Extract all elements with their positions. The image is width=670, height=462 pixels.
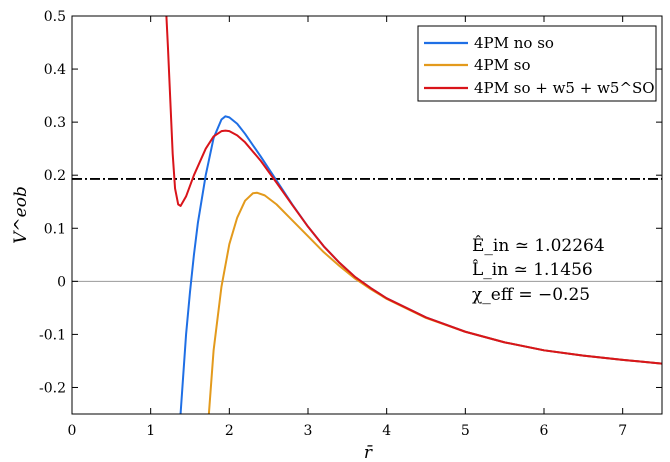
annotation-chi-eff: χ_eff = −0.25 (472, 285, 590, 305)
legend-label-4pm-so: 4PM so (474, 56, 531, 74)
series-line-2 (165, 16, 662, 365)
axis-ticks: 0 1 2 3 4 5 6 7 -0.2 -0.1 0 0.1 0.2 0.3 0.4 0.5 (39, 9, 663, 439)
x-tick-label: 7 (618, 423, 627, 439)
x-axis-label: r̄ (364, 443, 373, 462)
legend: 4PM no so 4PM so 4PM so + w5 + w5^SO (417, 25, 657, 102)
legend-label-4pm-no-so: 4PM no so (474, 34, 554, 52)
annotation-l-in: L̂_in ≃ 1.1456 (472, 260, 593, 280)
y-tick-label: 0.3 (44, 115, 66, 131)
series-lines (165, 16, 662, 414)
y-tick-label: 0.2 (44, 168, 66, 184)
x-tick-label: 5 (461, 423, 470, 439)
y-tick-label: 0.5 (44, 9, 66, 25)
y-axis-label: V^eob (11, 186, 31, 244)
legend-label-4pm-so-w5: 4PM so + w5 + w5^SO (474, 79, 655, 97)
annotation-e-in: Ê_in ≃ 1.02264 (472, 235, 605, 256)
y-tick-label: 0.1 (44, 221, 66, 237)
x-tick-label: 4 (382, 423, 391, 439)
axes-frame (71, 15, 663, 415)
reference-lines (72, 178, 662, 282)
x-tick-label: 0 (68, 423, 77, 439)
x-tick-label: 3 (304, 423, 313, 439)
x-tick-label: 2 (225, 423, 234, 439)
x-tick-label: 1 (146, 423, 155, 439)
y-tick-label: 0 (57, 274, 66, 290)
x-tick-label: 6 (540, 423, 549, 439)
y-tick-label: 0.4 (44, 62, 66, 78)
y-tick-label: -0.1 (39, 327, 66, 343)
y-tick-label: -0.2 (39, 380, 66, 396)
